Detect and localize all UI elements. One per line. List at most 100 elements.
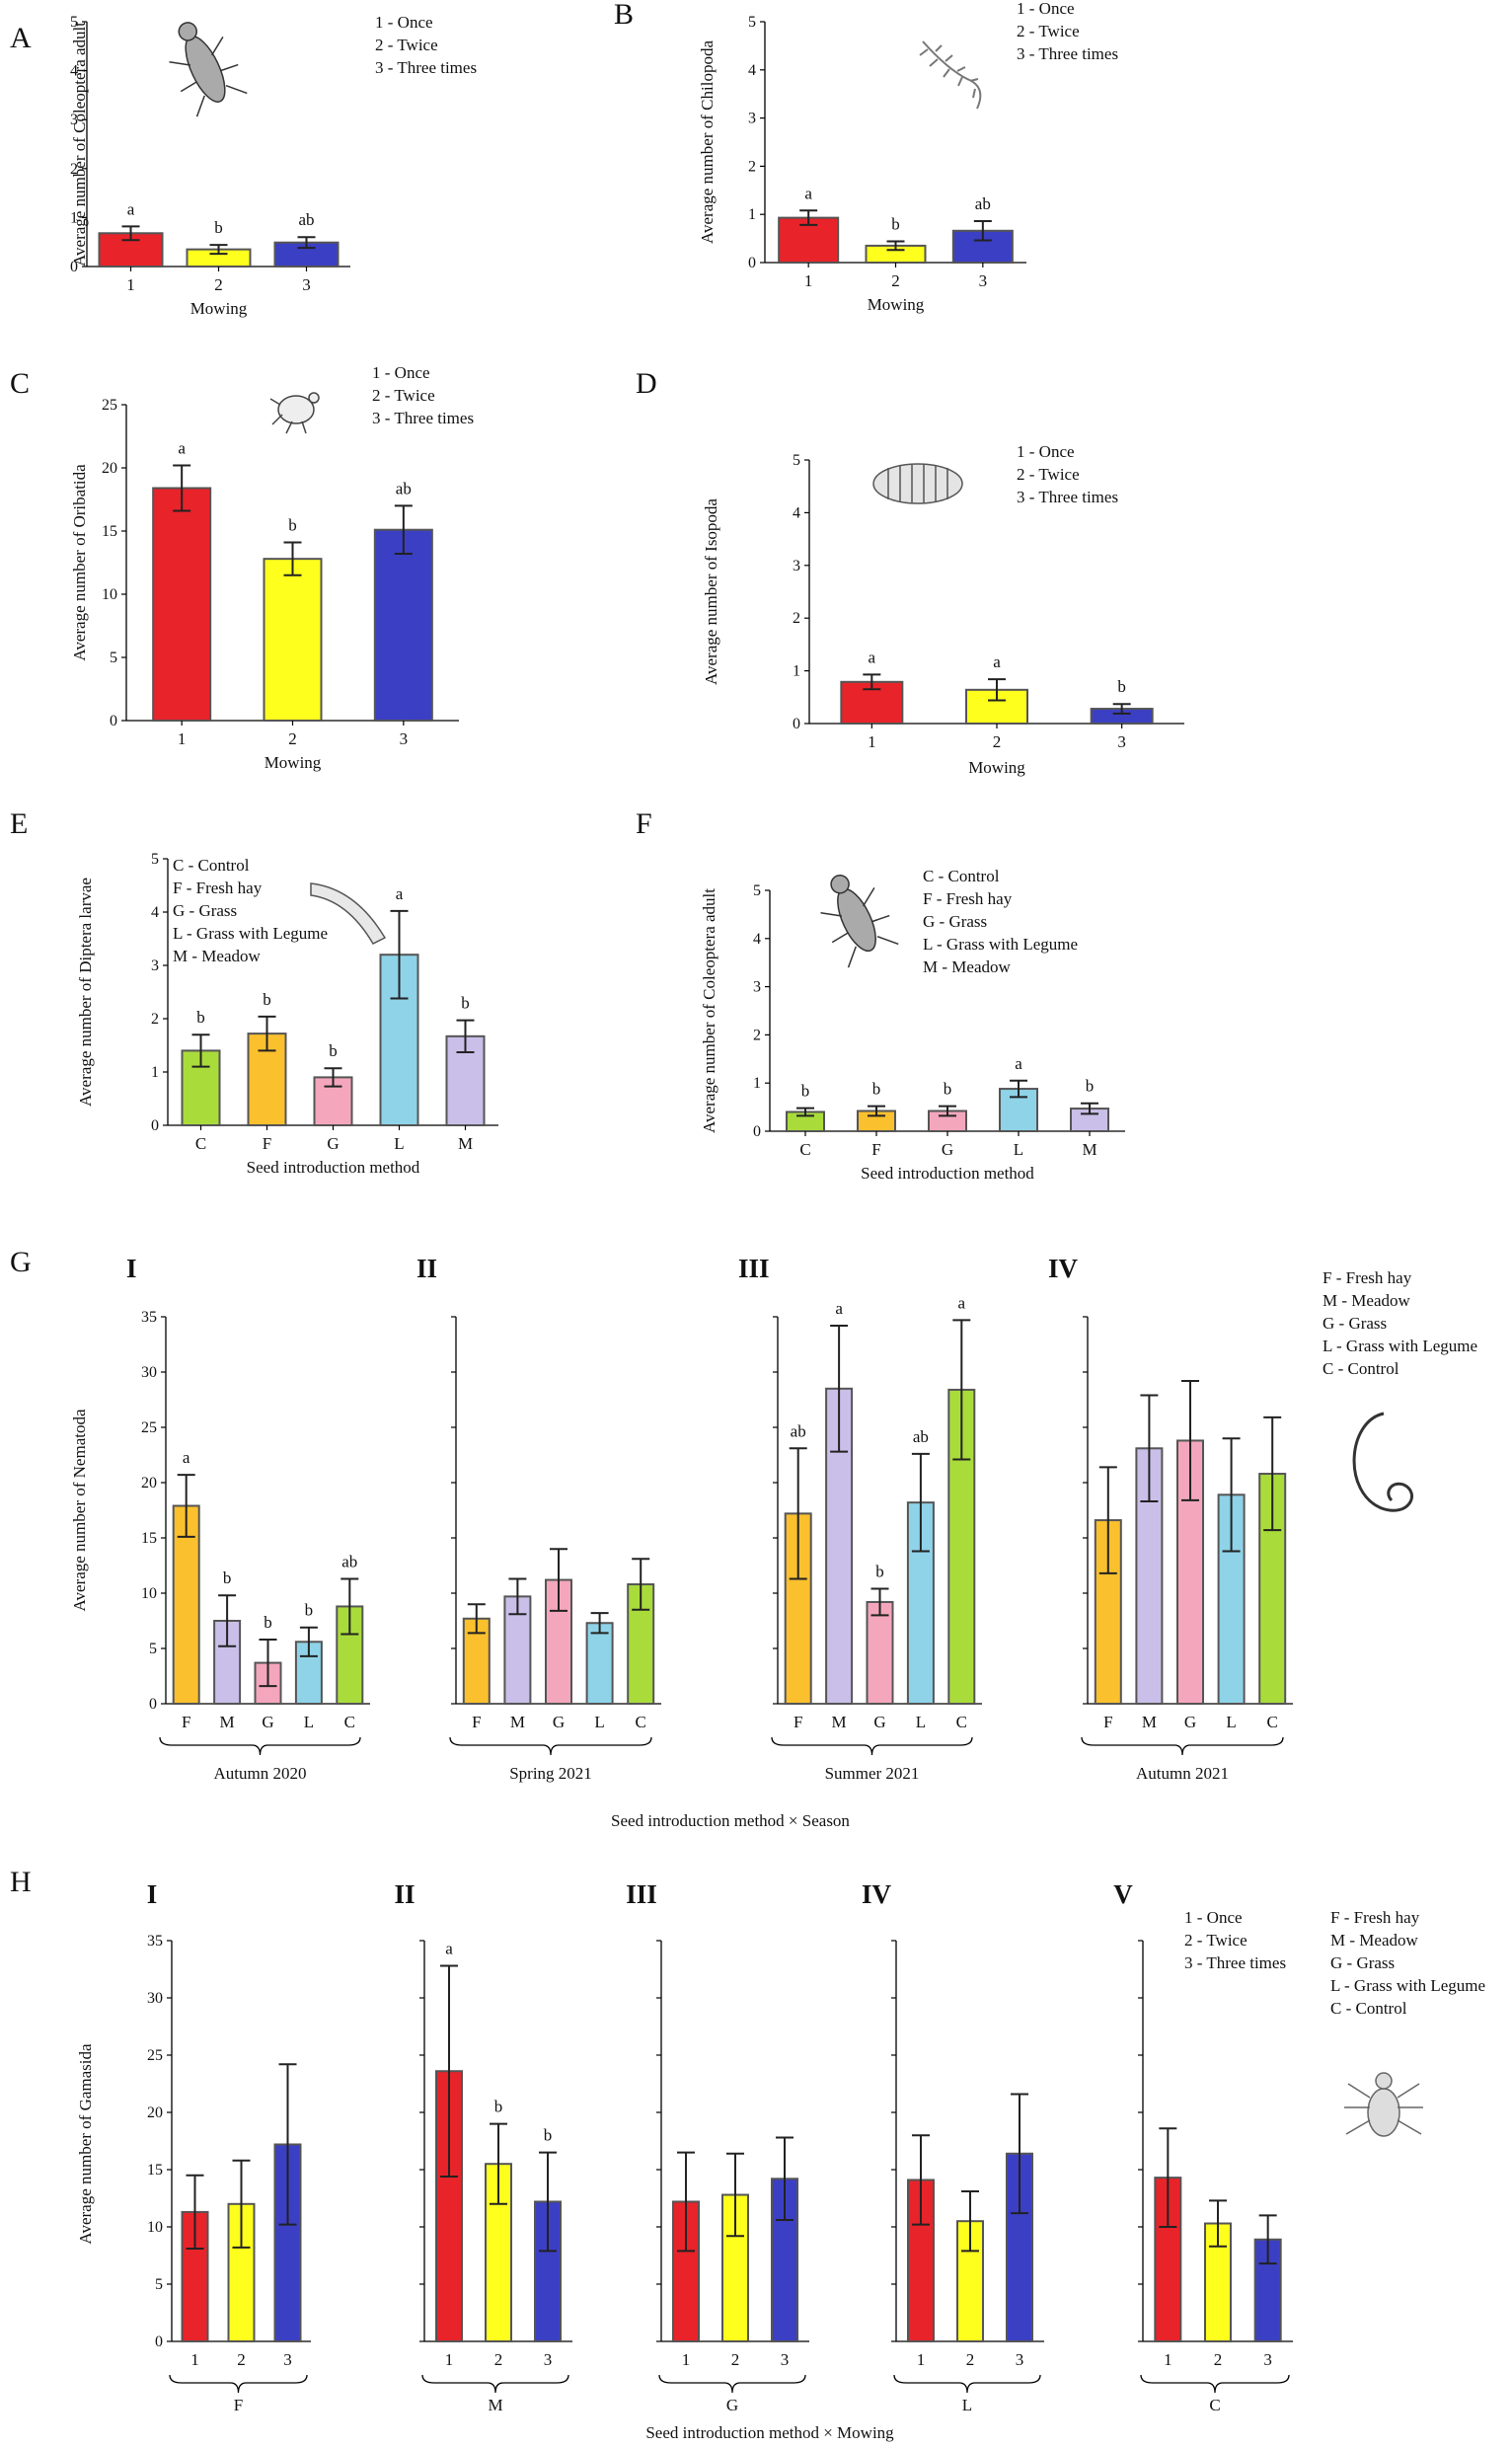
y-tick-label: 0 (110, 713, 117, 729)
x-tick-label: G (873, 1713, 885, 1731)
y-tick-label: 30 (147, 1990, 163, 2007)
panel-a-significance-letter: a (127, 199, 135, 218)
panel-g-significance-letter: b (264, 1613, 272, 1632)
x-tick-label: 3 (302, 275, 311, 294)
group-label: G (726, 2396, 738, 2414)
x-tick-label: 1 (126, 275, 135, 294)
y-tick-label: 0 (151, 1117, 159, 1134)
y-tick-label: 20 (147, 2104, 163, 2121)
x-tick-label: 2 (1214, 2350, 1223, 2369)
group-brace (658, 2374, 806, 2394)
y-axis-title: Average number of Gamasida (76, 2043, 95, 2245)
panel-g-bar (866, 1600, 894, 1705)
legend-entry: F - Fresh hay (173, 879, 263, 897)
panel-e-bar (313, 1076, 353, 1127)
x-tick-label: 2 (993, 732, 1002, 751)
y-tick-label: 4 (70, 63, 78, 80)
legend-entry: M - Meadow (173, 947, 261, 965)
y-axis-title: Average number of Coleoptera adult (70, 22, 89, 267)
y-tick-label: 2 (748, 158, 756, 175)
legend-entry: 3 - Three times (1017, 488, 1118, 506)
y-tick-label: 5 (151, 851, 159, 868)
y-tick-label: 5 (110, 650, 117, 666)
y-axis-title: Average number of Isopoda (702, 498, 720, 685)
group-brace (159, 1736, 361, 1756)
group-label: M (488, 2396, 502, 2414)
panel-f-significance-letter: b (801, 1082, 810, 1101)
x-tick-label: G (262, 1713, 273, 1731)
y-tick-label: 5 (70, 14, 78, 31)
group-brace (169, 2374, 308, 2394)
panel-c-significance-letter: a (178, 438, 186, 457)
panel-g-significance-letter: ab (791, 1421, 806, 1440)
group-numeral: V (1113, 1879, 1133, 1909)
group-numeral: IV (862, 1879, 892, 1909)
panel-h-significance-letter: a (445, 1940, 453, 1958)
panel-c-bar (263, 558, 323, 722)
x-axis-title: Seed introduction method (247, 1158, 420, 1177)
legend-entry: F - Fresh hay (923, 889, 1013, 908)
x-tick-label: 1 (868, 732, 876, 751)
x-axis-title: Seed introduction method (861, 1164, 1034, 1183)
x-tick-label: L (1014, 1140, 1023, 1159)
y-tick-label: 3 (151, 957, 159, 974)
group-numeral: III (626, 1879, 657, 1909)
legend-entry: C - Control (173, 856, 250, 875)
beetle-icon (820, 874, 899, 968)
y-tick-label: 5 (753, 882, 761, 899)
x-tick-label: 2 (731, 2350, 740, 2369)
group-label: Spring 2021 (509, 1764, 592, 1783)
x-tick-label: F (263, 1134, 271, 1153)
x-axis-title: Mowing (968, 758, 1025, 777)
x-tick-label: F (182, 1713, 190, 1731)
x-tick-label: 3 (544, 2350, 553, 2369)
x-tick-label: M (458, 1134, 473, 1153)
group-brace (893, 2374, 1041, 2394)
panel-c-bar (373, 528, 433, 722)
panel-a-significance-letter: b (214, 218, 223, 237)
group-label: C (1209, 2396, 1220, 2414)
x-tick-label: G (942, 1140, 953, 1159)
larva-icon (310, 882, 387, 945)
x-tick-label: 3 (781, 2350, 790, 2369)
x-tick-label: C (344, 1713, 355, 1731)
legend-entry: 1 - Once (1017, 442, 1075, 461)
panel-a-significance-letter: ab (298, 210, 314, 229)
x-tick-label: 2 (237, 2350, 246, 2369)
y-tick-label: 1 (753, 1075, 761, 1092)
legend-entry: G - Grass (173, 901, 237, 920)
panel-h-significance-letter: b (494, 2098, 503, 2116)
x-tick-label: F (871, 1140, 880, 1159)
x-tick-label: 3 (979, 271, 988, 290)
panel-e-significance-letter: b (461, 994, 470, 1013)
panel-b-significance-letter: ab (975, 194, 991, 213)
x-tick-label: L (1226, 1713, 1236, 1731)
y-tick-label: 10 (102, 586, 117, 603)
panel-h-significance-letter: b (544, 2126, 553, 2145)
legend-entry: 2 - Twice (1017, 465, 1080, 484)
y-tick-label: 15 (147, 2162, 163, 2179)
group-brace (449, 1736, 652, 1756)
legend-entry: 2 - Twice (372, 386, 435, 405)
x-tick-label: 2 (891, 271, 900, 290)
panel-g-significance-letter: ab (341, 1552, 357, 1570)
x-tick-label: L (394, 1134, 404, 1153)
x-tick-label: M (510, 1713, 525, 1731)
y-tick-label: 35 (147, 1933, 163, 1950)
panel-e-significance-letter: b (263, 990, 271, 1009)
y-tick-label: 0 (748, 255, 756, 271)
x-tick-label: M (1142, 1713, 1157, 1731)
x-tick-label: 3 (1016, 2350, 1024, 2369)
y-tick-label: 3 (753, 979, 761, 996)
legend-entry: L - Grass with Legume (173, 924, 328, 943)
y-tick-label: 0 (149, 1696, 157, 1713)
panel-g-significance-letter: b (223, 1568, 232, 1587)
x-tick-label: 3 (1117, 732, 1126, 751)
group-brace (771, 1736, 973, 1756)
group-numeral: II (416, 1254, 437, 1283)
panel-c-bar (152, 487, 212, 723)
y-tick-label: 20 (102, 460, 117, 477)
group-numeral: I (147, 1879, 158, 1909)
y-tick-label: 4 (793, 504, 800, 521)
x-tick-label: G (1184, 1713, 1196, 1731)
